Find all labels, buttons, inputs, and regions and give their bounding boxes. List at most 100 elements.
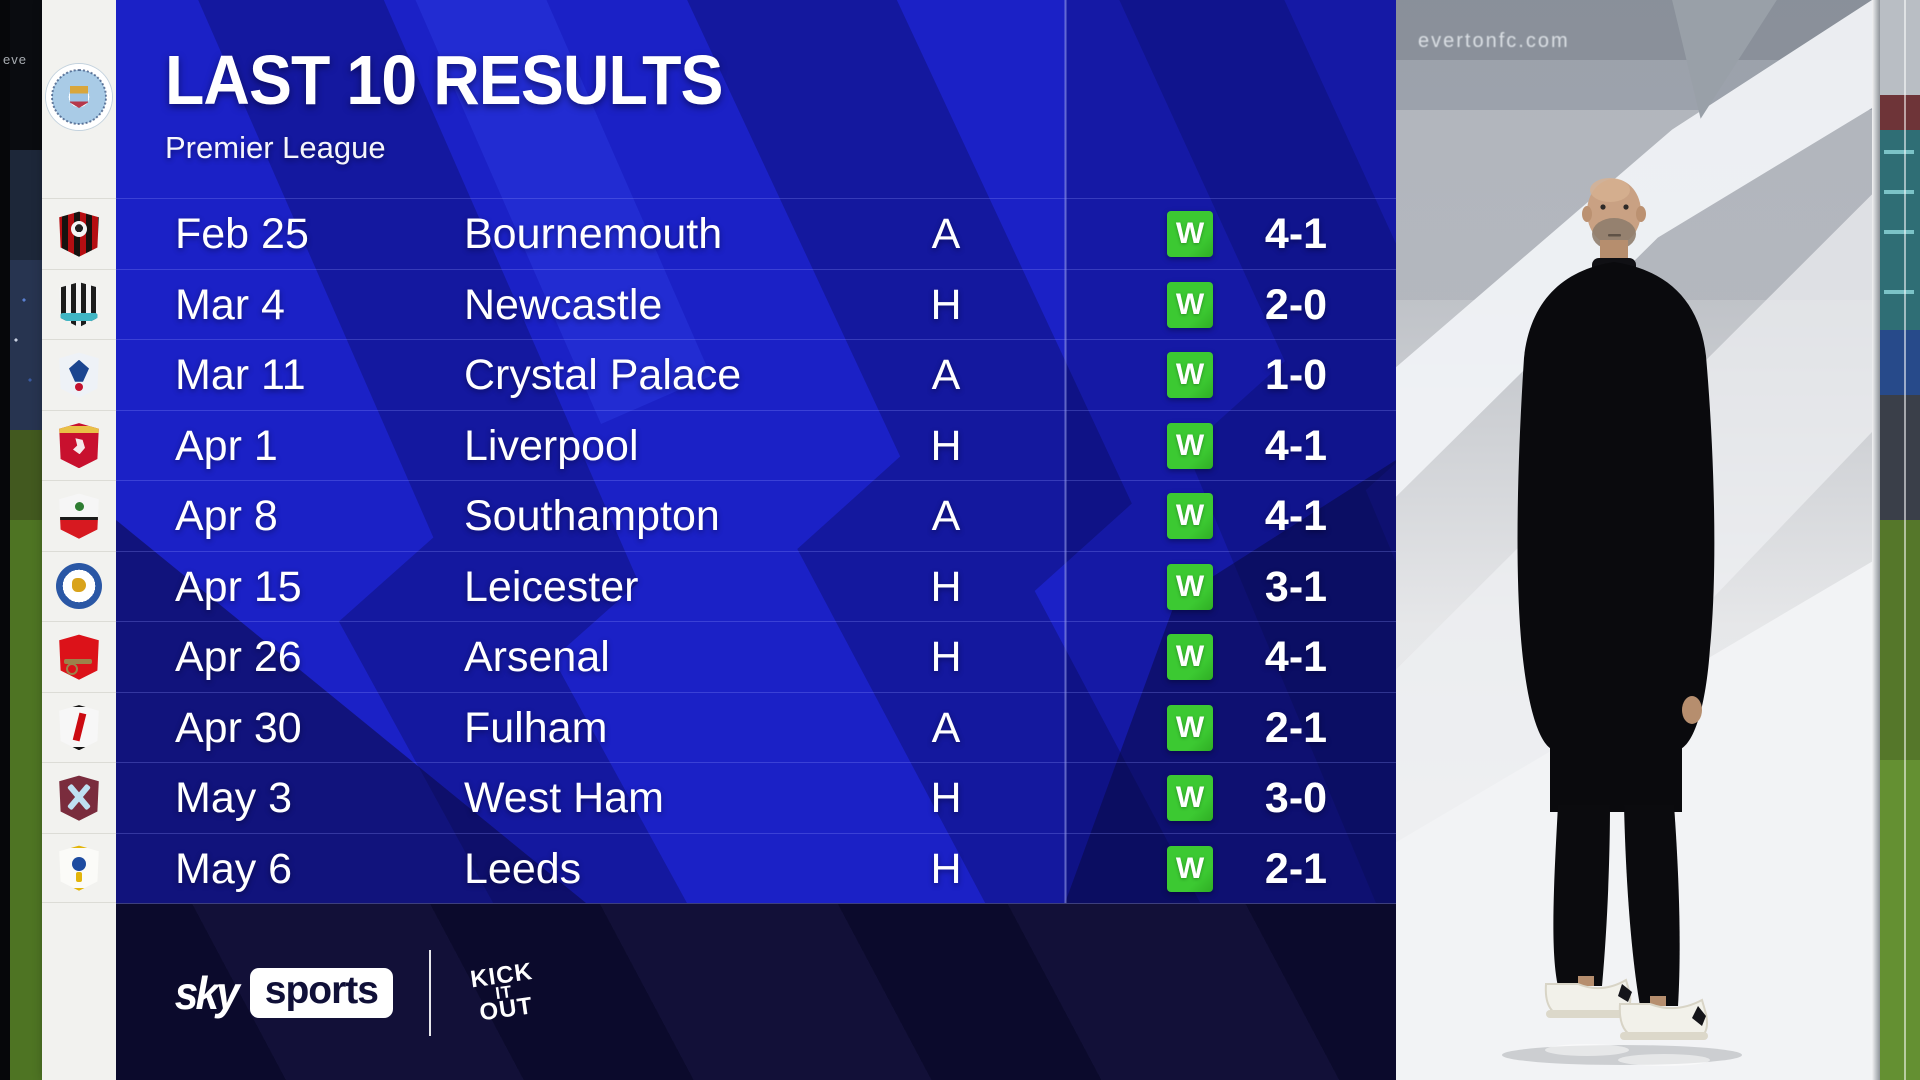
crest-cell [42,691,116,763]
table-row: Apr 26 Arsenal H W 4-1 [116,621,1396,692]
match-date: Apr 8 [175,492,278,540]
venue-indicator: H [930,280,962,329]
match-date: Apr 26 [175,633,302,681]
results-panel: LAST 10 RESULTS Premier League Feb 25 Bo… [116,0,1396,1080]
table-row: May 6 Leeds H W 2-1 [116,832,1396,904]
match-date: Mar 11 [175,351,306,399]
zigzag-ribbon-pattern [116,0,1396,1080]
match-date: Apr 30 [175,703,302,752]
table-row: Apr 8 Southampton A W 4-1 [116,480,1396,551]
match-score: 3-0 [1264,774,1328,822]
result-badge-win: W [1167,493,1213,539]
opponent-name: Fulham [464,703,608,752]
kick-it-out-logo: KICK IT OUT [468,957,535,1026]
venue-indicator: A [931,210,961,258]
crest-fulham [59,705,99,751]
venue-indicator: H [930,633,962,681]
result-badge-win: W [1167,845,1213,892]
match-date: Apr 15 [175,562,302,611]
match-score: 2-1 [1264,703,1328,752]
result-badge-win: W [1167,352,1213,398]
match-date: May 3 [175,774,293,822]
result-badge-win: W [1167,704,1213,751]
crest-manchester-city [46,64,112,130]
crest-cell [42,762,116,833]
team-crest-strip [42,0,116,1080]
result-badge-win: W [1167,563,1213,610]
opponent-crest-list [42,198,116,903]
result-badge-win: W [1167,211,1213,257]
video-edge-right [1872,0,1920,1080]
table-row: May 3 West Ham H W 3-0 [116,762,1396,833]
page-title: LAST 10 RESULTS [165,41,723,119]
opponent-name: Southampton [464,492,720,540]
crest-west-ham [59,775,99,821]
scoreboard-text-line [1884,230,1914,234]
sports-logo-box: sports [249,967,393,1018]
panel-header: LAST 10 RESULTS Premier League [165,40,771,166]
stadium-hoarding-text-left: eve [3,52,27,67]
crest-leicester [56,563,102,610]
opponent-name: Leeds [464,844,582,893]
venue-indicator: A [931,492,961,540]
crest-southampton [59,493,99,539]
result-badge-win: W [1167,775,1213,821]
crest-liverpool [59,423,99,469]
stadium-hoarding-text: evertonfc.com [1418,30,1570,52]
match-date: Mar 4 [175,280,285,329]
crest-crystal-palace [59,352,99,398]
opponent-name: Newcastle [464,280,663,329]
table-row: Mar 4 Newcastle H W 2-0 [116,268,1396,340]
table-row: Feb 25 Bournemouth A W 4-1 [116,198,1396,269]
opponent-name: Crystal Palace [464,351,742,399]
crest-cell [42,550,116,622]
opponent-name: Bournemouth [464,210,723,258]
scoreboard-text-line [1884,150,1914,154]
crest-cell [42,832,116,903]
opponent-name: Leicester [464,562,639,611]
crest-arsenal [59,634,99,680]
table-row: Apr 15 Leicester H W 3-1 [116,550,1396,622]
result-badge-win: W [1167,281,1213,328]
crest-leeds [59,845,99,891]
opponent-name: Arsenal [464,633,610,681]
table-row: Mar 11 Crystal Palace A W 1-0 [116,339,1396,410]
result-badge-win: W [1167,634,1213,680]
match-score: 4-1 [1264,210,1328,258]
venue-indicator: H [930,421,962,470]
crest-bournemouth [59,211,99,257]
crest-cell [42,268,116,340]
results-table: Feb 25 Bournemouth A W 4-1 Mar 4 Newcast… [116,198,1396,903]
match-score: 1-0 [1264,351,1328,399]
match-date: Apr 1 [175,421,278,470]
match-score: 4-1 [1264,421,1328,470]
match-date: May 6 [175,844,293,893]
crest-cell [42,480,116,551]
photo-panel: evertonfc.com [1396,0,1872,1080]
match-score: 2-0 [1264,280,1328,329]
footer-band: sky sports KICK IT OUT [116,903,1396,1080]
competition-subtitle: Premier League [165,130,386,165]
crest-cell [42,339,116,410]
scoreboard-text-line [1884,190,1914,194]
match-score: 4-1 [1264,492,1328,540]
match-score: 3-1 [1264,562,1328,611]
result-badge-win: W [1167,422,1213,469]
venue-indicator: A [931,351,961,399]
crest-cell [42,198,116,269]
crest-cell [42,621,116,692]
venue-indicator: A [931,703,961,752]
table-row: Apr 1 Liverpool H W 4-1 [116,409,1396,481]
venue-indicator: H [930,562,962,611]
logo-separator [428,949,431,1036]
opponent-name: Liverpool [464,421,639,470]
crest-cell [42,409,116,481]
score-column-shade [1065,0,1396,903]
venue-indicator: H [930,844,962,893]
opponent-name: West Ham [464,774,664,822]
sky-logo: sky [174,966,240,1019]
broadcaster-lockup: sky sports KICK IT OUT [172,904,547,1080]
crest-newcastle [59,282,99,328]
table-row: Apr 30 Fulham A W 2-1 [116,691,1396,763]
